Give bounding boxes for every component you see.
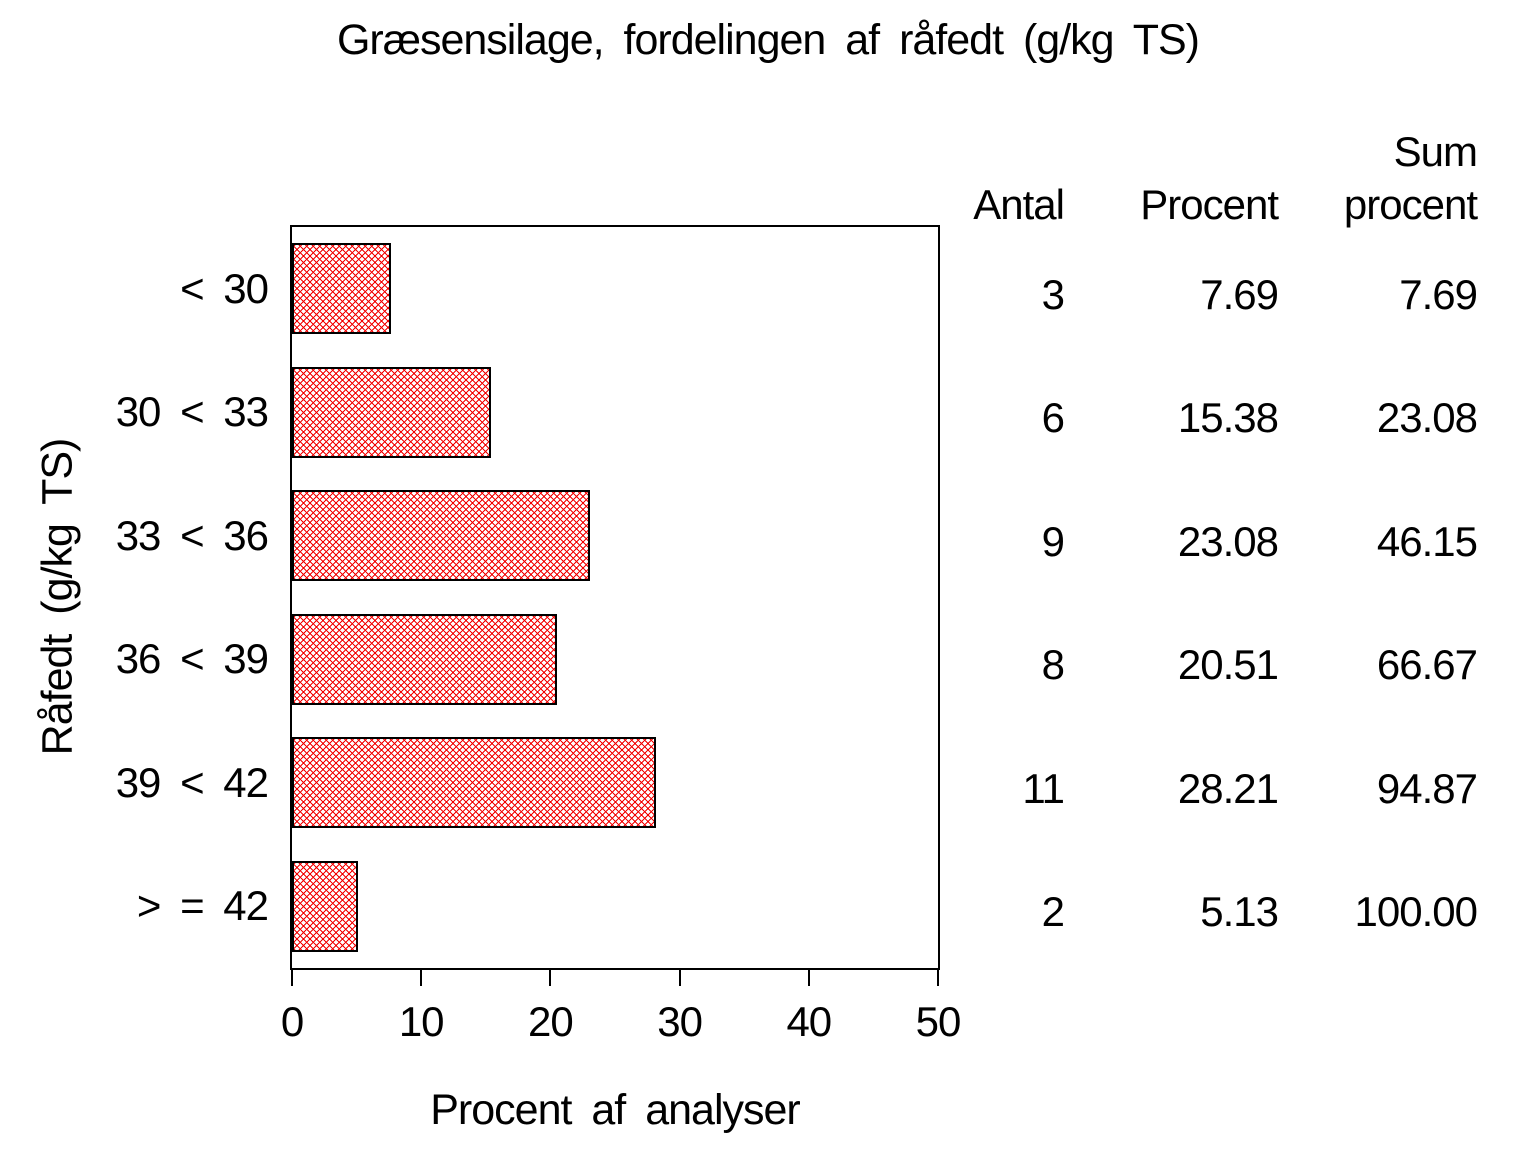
x-axis-tick: [937, 970, 939, 986]
y-category-label: > = 42: [136, 882, 269, 930]
x-axis-tick: [420, 970, 423, 986]
x-axis-tick-label: 40: [786, 998, 832, 1045]
table-cell-r3-c2: 66.67: [1376, 641, 1478, 689]
x-axis-tick: [678, 970, 681, 986]
bar-row-0: [292, 243, 392, 335]
bar-row-4: [292, 737, 657, 829]
table-cell-r5-c0: 2: [1041, 888, 1065, 936]
bar-row-1: [292, 366, 491, 458]
x-axis-tick-label: 0: [280, 998, 304, 1045]
y-category-label: 36 < 39: [115, 635, 269, 683]
table-cell-r0-c0: 3: [1041, 270, 1065, 318]
table-cell-r1-c2: 23.08: [1376, 394, 1478, 442]
table-cell-r0-c1: 7.69: [1200, 270, 1279, 318]
y-category-label: < 30: [180, 264, 269, 312]
table-cell-r2-c0: 9: [1041, 517, 1065, 565]
chart-title: Græsensilage, fordelingen af råfedt (g/k…: [336, 16, 1200, 64]
x-axis-label: Procent af analyser: [430, 1086, 800, 1134]
x-axis-tick: [807, 970, 810, 986]
table-cell-r3-c1: 20.51: [1177, 641, 1279, 689]
table-cell-r1-c0: 6: [1041, 394, 1065, 442]
bar-row-5: [292, 860, 359, 952]
y-category-label: 30 < 33: [115, 388, 269, 436]
y-axis-label: Råfedt (g/kg TS): [33, 438, 82, 756]
x-axis-tick: [291, 970, 293, 986]
table-cell-r2-c2: 46.15: [1376, 517, 1478, 565]
x-axis-tick-label: 50: [915, 998, 962, 1045]
x-axis-tick-label: 30: [657, 998, 703, 1045]
table-cell-r1-c1: 15.38: [1177, 394, 1279, 442]
bar-row-3: [292, 613, 557, 705]
table-header-antal: Antal: [973, 181, 1065, 228]
x-axis-tick-label: 10: [398, 998, 445, 1045]
table-cell-r5-c1: 5.13: [1200, 888, 1279, 936]
table-cell-r2-c1: 23.08: [1177, 517, 1279, 565]
x-axis-tick: [549, 970, 552, 986]
table-header-procent: Procent: [1140, 181, 1279, 228]
plot-area: [290, 225, 940, 970]
table-cell-r4-c2: 94.87: [1376, 764, 1478, 812]
table-cell-r0-c2: 7.69: [1399, 270, 1478, 318]
table-cell-r5-c2: 100.00: [1354, 888, 1478, 936]
y-category-label: 39 < 42: [115, 758, 269, 806]
y-category-label: 33 < 36: [115, 511, 269, 559]
x-axis-tick-label: 20: [528, 998, 574, 1045]
table-cell-r4-c1: 28.21: [1177, 764, 1279, 812]
table-header-sum-line2: procent: [1343, 181, 1478, 228]
table-cell-r3-c0: 8: [1041, 641, 1065, 689]
table-header-sum-line1: Sum: [1393, 128, 1478, 175]
bar-row-2: [292, 490, 591, 582]
table-cell-r4-c0: 11: [1022, 764, 1065, 812]
